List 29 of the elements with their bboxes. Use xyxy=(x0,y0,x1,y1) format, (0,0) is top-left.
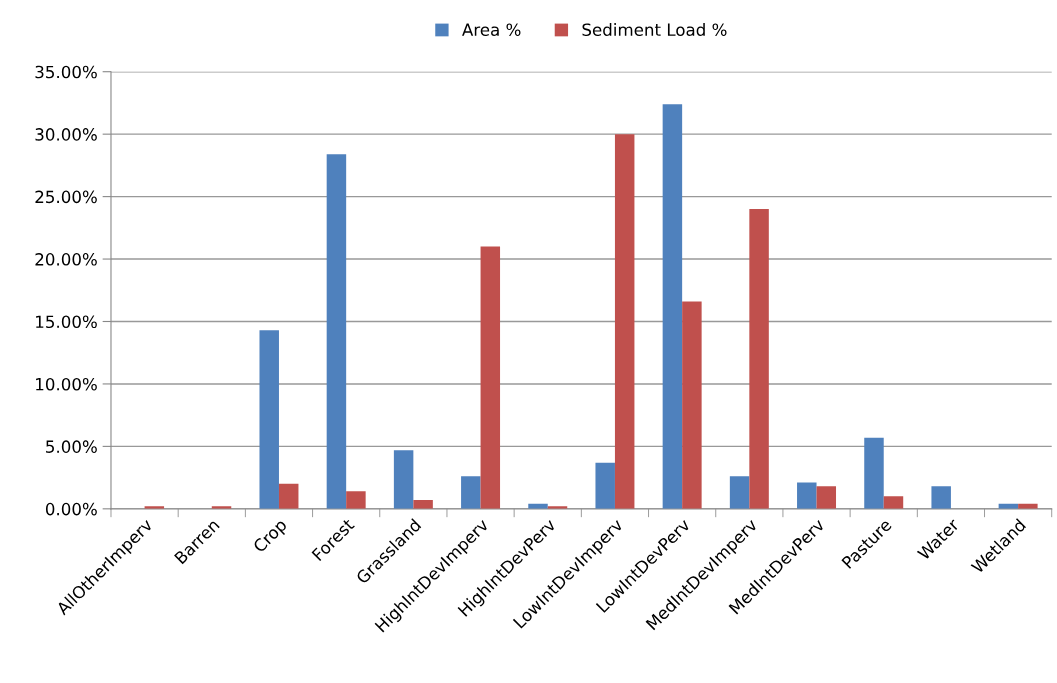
y-tick-label: 10.00% xyxy=(36,377,97,391)
bar xyxy=(931,486,951,509)
bar xyxy=(393,450,414,509)
bar xyxy=(729,476,750,509)
bar xyxy=(883,496,904,509)
y-tick-label: 15.00% xyxy=(36,315,97,329)
y-tick-label: 5.00% xyxy=(46,440,97,453)
bar xyxy=(259,330,279,509)
y-tick-label: 20.00% xyxy=(35,253,97,266)
bar xyxy=(595,462,615,509)
legend-label: Area % xyxy=(462,23,521,36)
y-tick-label: 25.00% xyxy=(35,190,97,204)
bar xyxy=(413,500,433,509)
legend-label: Sediment Load % xyxy=(582,23,727,36)
y-tick-label: 30.00% xyxy=(35,128,97,141)
bar xyxy=(278,483,299,509)
y-tick-label: 35.00% xyxy=(35,65,97,79)
bar xyxy=(797,482,817,509)
bar xyxy=(864,437,884,509)
bar xyxy=(682,301,702,509)
y-tick-label: 0.00% xyxy=(45,502,97,516)
bar xyxy=(662,104,683,509)
bar xyxy=(749,209,769,509)
bar xyxy=(346,491,366,509)
bar xyxy=(614,134,635,509)
bar xyxy=(816,486,837,509)
bar xyxy=(326,154,347,509)
bar xyxy=(480,246,501,509)
bar xyxy=(461,476,481,509)
